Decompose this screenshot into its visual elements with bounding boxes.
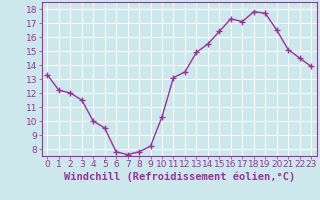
X-axis label: Windchill (Refroidissement éolien,°C): Windchill (Refroidissement éolien,°C)	[64, 172, 295, 182]
